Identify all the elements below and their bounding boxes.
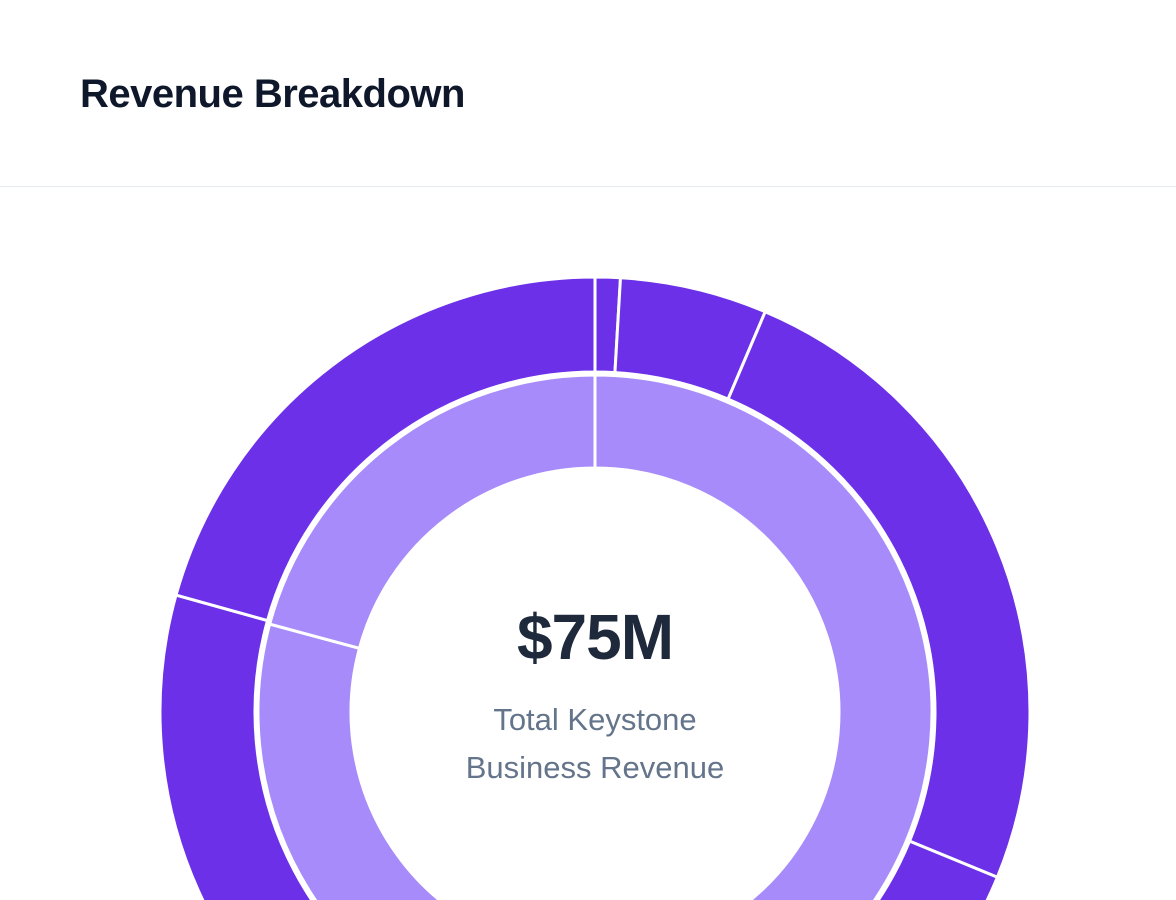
header-divider	[0, 186, 1176, 187]
header: Revenue Breakdown	[0, 0, 1176, 187]
page-title: Revenue Breakdown	[80, 72, 465, 116]
inner-ring-segment-2[interactable]	[268, 373, 597, 650]
outer-ring-segment-4[interactable]	[158, 593, 999, 900]
outer-ring-segment-5[interactable]	[174, 275, 597, 623]
inner-ring-segment-1[interactable]	[256, 373, 934, 900]
